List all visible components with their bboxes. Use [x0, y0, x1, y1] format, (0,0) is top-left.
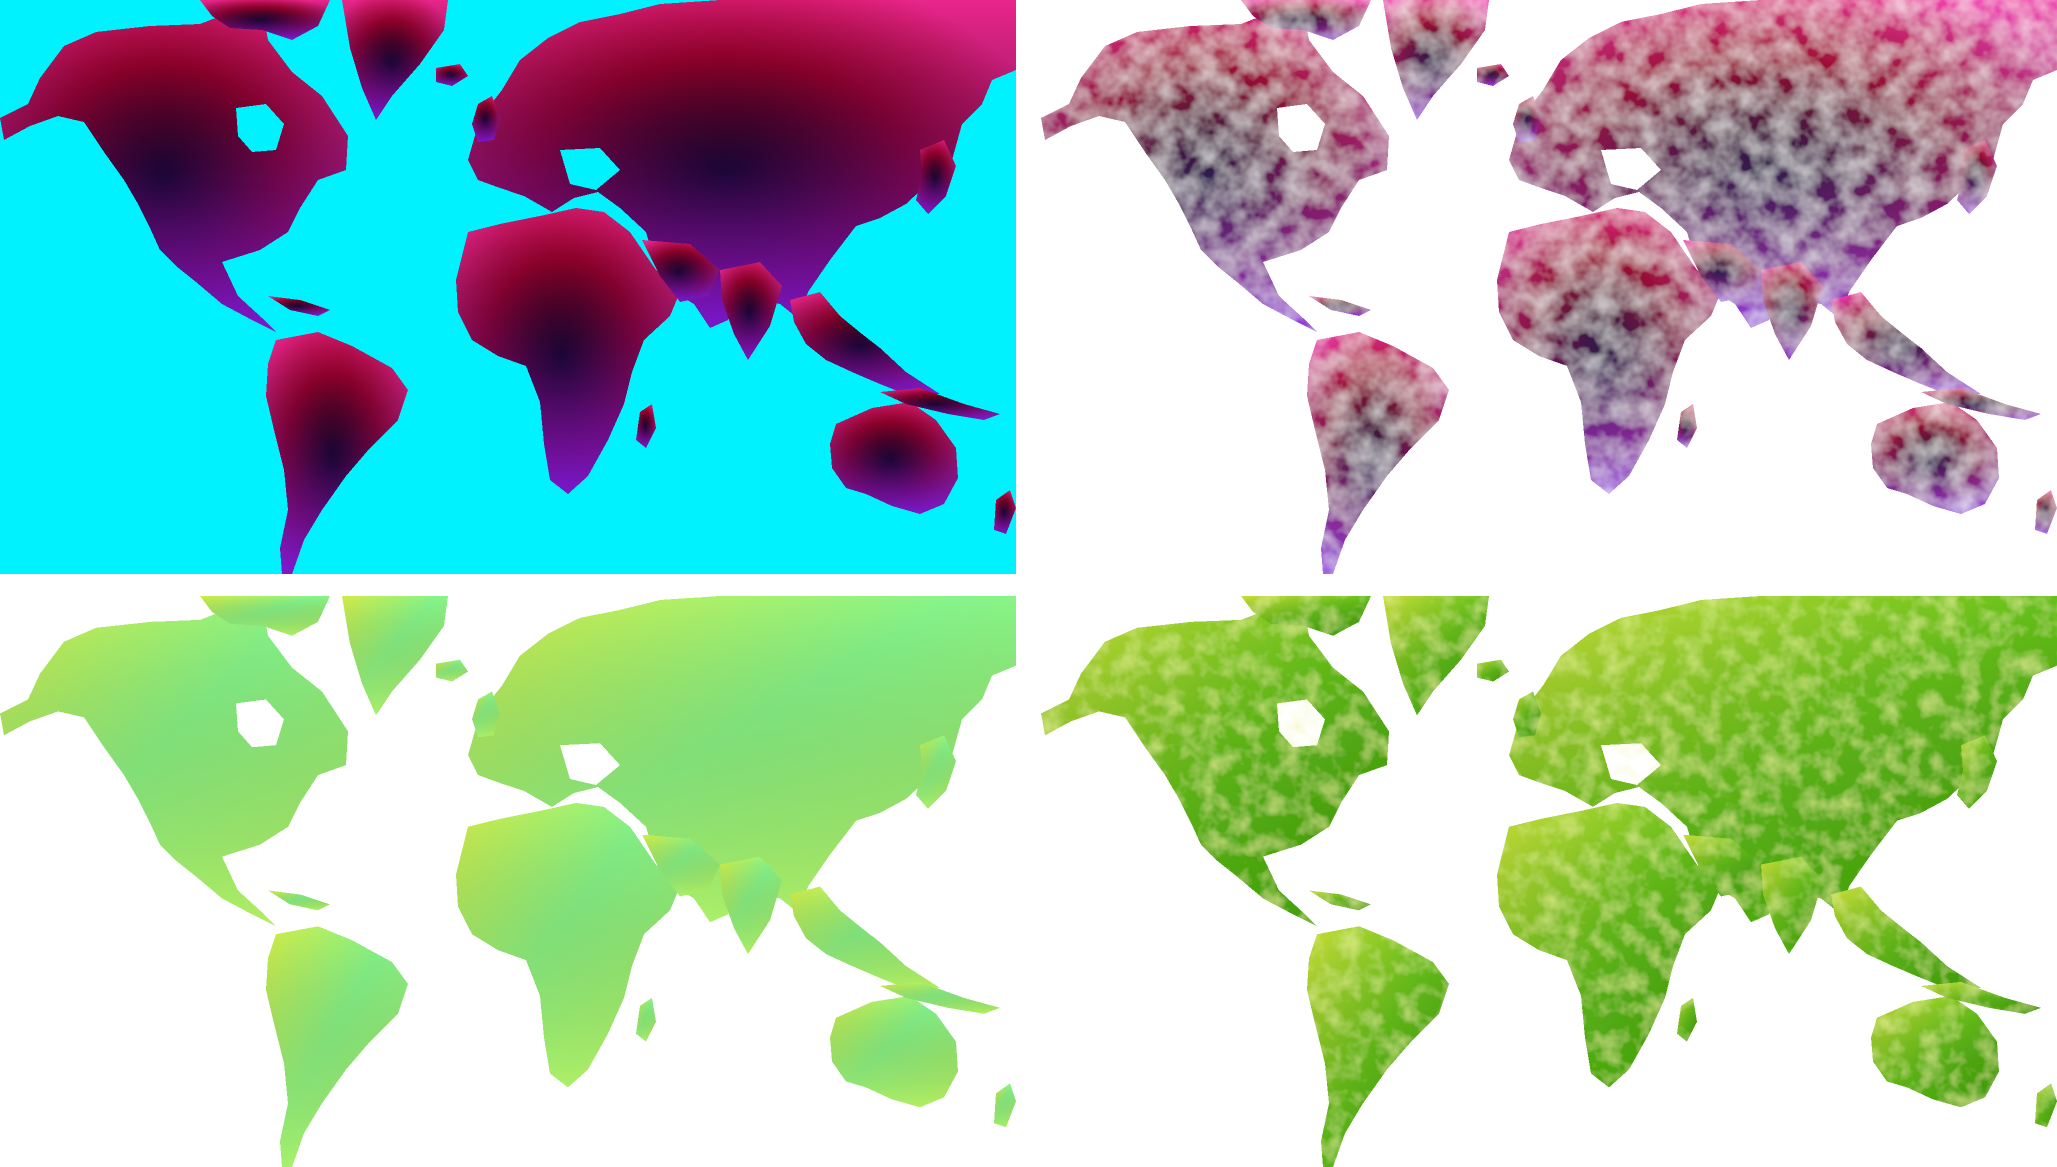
southeast-asia-latitude-tint	[1831, 886, 1981, 990]
uk-latitude-tint	[1513, 96, 1541, 142]
india-latitude-tint	[720, 262, 782, 360]
europe-asia-latitude-tint	[468, 0, 1016, 328]
shaded-position-encoding-map-canvas	[1041, 0, 2057, 574]
greenland-latitude-tint	[342, 596, 448, 716]
iceland-latitude-tint	[436, 64, 468, 86]
caribbean-latitude-tint	[1309, 296, 1371, 316]
southeast-asia-latitude-tint	[790, 886, 940, 990]
south-america-latitude-tint	[1307, 332, 1449, 574]
greenland-latitude-tint	[1383, 0, 1489, 120]
position-encoding-map	[0, 0, 1016, 574]
europe-asia-latitude-tint	[1509, 596, 2057, 923]
north-america-latitude-tint	[1041, 6, 1389, 332]
madagascar-latitude-tint	[1677, 404, 1697, 448]
uk-latitude-tint	[472, 691, 500, 738]
iceland-latitude-tint	[436, 659, 468, 682]
scandinavia-sea-water-overlay	[1601, 743, 1661, 786]
europe-asia-latitude-tint	[468, 596, 1016, 923]
south-america-latitude-tint	[1307, 926, 1449, 1167]
southeast-asia-latitude-tint	[790, 292, 940, 396]
africa-latitude-tint	[1497, 802, 1721, 1088]
new-zealand-latitude-tint	[2035, 490, 2057, 534]
shaded-vegetation-map-canvas	[1041, 596, 2057, 1167]
position-encoding-map-canvas	[0, 0, 1016, 574]
iceland-latitude-tint	[1477, 659, 1509, 682]
arabia-latitude-tint	[642, 834, 720, 897]
japan-latitude-tint	[916, 735, 956, 809]
australia-latitude-tint	[830, 995, 958, 1108]
india-latitude-tint	[720, 856, 782, 955]
indonesia-east-latitude-tint	[880, 388, 1000, 420]
uk-latitude-tint	[1513, 691, 1541, 738]
japan-latitude-tint	[1957, 735, 1997, 809]
scandinavia-sea-water-overlay	[1601, 148, 1661, 190]
africa-latitude-tint	[1497, 208, 1721, 494]
caribbean-latitude-tint	[268, 890, 330, 911]
new-zealand-latitude-tint	[2035, 1083, 2057, 1128]
arabia-latitude-tint	[1683, 240, 1761, 302]
land-masses	[1041, 0, 2057, 574]
arabia-latitude-tint	[642, 240, 720, 302]
hudson-bay-water-overlay	[1277, 104, 1325, 152]
south-america-latitude-tint	[266, 332, 408, 574]
indonesia-east-latitude-tint	[1921, 981, 2041, 1014]
australia-latitude-tint	[1871, 995, 1999, 1108]
madagascar-latitude-tint	[1677, 997, 1697, 1042]
scandinavia-sea-water-overlay	[560, 743, 620, 786]
shaded-position-encoding-map	[1041, 0, 2057, 574]
scandinavia-sea-water-overlay	[560, 148, 620, 190]
greenland-latitude-tint	[1383, 596, 1489, 716]
indonesia-east-latitude-tint	[880, 981, 1000, 1014]
hudson-bay-water-overlay	[236, 104, 284, 152]
arctic-islands-latitude-tint	[1241, 596, 1371, 636]
southeast-asia-latitude-tint	[1831, 292, 1981, 396]
greenland-latitude-tint	[342, 0, 448, 120]
europe-asia-latitude-tint	[1509, 0, 2057, 328]
north-america-latitude-tint	[0, 6, 348, 332]
africa-latitude-tint	[456, 802, 680, 1088]
north-america-latitude-tint	[0, 601, 348, 927]
japan-latitude-tint	[1957, 140, 1997, 214]
caribbean-latitude-tint	[1309, 890, 1371, 911]
flat-vegetation-map	[0, 596, 1016, 1167]
japan-latitude-tint	[916, 140, 956, 214]
madagascar-latitude-tint	[636, 404, 656, 448]
australia-latitude-tint	[1871, 402, 1999, 514]
arctic-islands-latitude-tint	[200, 0, 330, 40]
madagascar-latitude-tint	[636, 997, 656, 1042]
land-masses	[0, 0, 1016, 574]
flat-vegetation-map-canvas	[0, 596, 1016, 1167]
south-america-latitude-tint	[266, 926, 408, 1167]
iceland-latitude-tint	[1477, 64, 1509, 86]
new-zealand-latitude-tint	[994, 1083, 1016, 1128]
land-masses	[1041, 596, 2057, 1167]
caribbean-latitude-tint	[268, 296, 330, 316]
india-latitude-tint	[1761, 262, 1823, 360]
india-latitude-tint	[1761, 856, 1823, 955]
hudson-bay-water-overlay	[1277, 699, 1325, 748]
hudson-bay-water-overlay	[236, 699, 284, 748]
north-america-latitude-tint	[1041, 601, 1389, 927]
new-zealand-latitude-tint	[994, 490, 1016, 534]
arctic-islands-latitude-tint	[1241, 0, 1371, 40]
australia-latitude-tint	[830, 402, 958, 514]
arabia-latitude-tint	[1683, 834, 1761, 897]
indonesia-east-latitude-tint	[1921, 388, 2041, 420]
land-masses	[0, 596, 1016, 1167]
uk-latitude-tint	[472, 96, 500, 142]
shaded-vegetation-map	[1041, 596, 2057, 1167]
africa-latitude-tint	[456, 208, 680, 494]
arctic-islands-latitude-tint	[200, 596, 330, 636]
